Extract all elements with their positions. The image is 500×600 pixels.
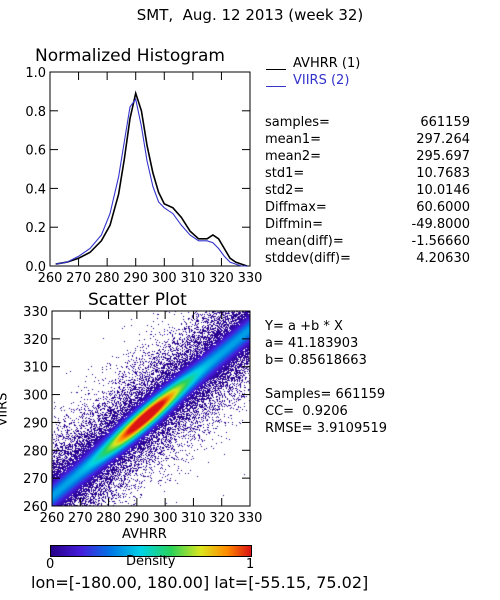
scatter-title: Scatter Plot bbox=[88, 290, 187, 310]
hist-y-tick-label: 0.0 bbox=[25, 260, 46, 275]
legend-viirs-label: VIIRS (2) bbox=[293, 73, 350, 88]
hist-x-tick-label: 260 bbox=[38, 271, 63, 286]
region-footer: lon=[-180.00, 180.00] lat=[-55.15, 75.02… bbox=[31, 573, 369, 592]
hist-y-tick-label: 1.0 bbox=[25, 66, 46, 81]
fit-text-line: Y= a +b * X bbox=[265, 319, 343, 334]
scatter-frame bbox=[51, 310, 251, 507]
scatter-x-tick-label: 310 bbox=[181, 511, 206, 526]
legend-avhrr-line bbox=[266, 69, 286, 70]
stat-label: mean2= bbox=[265, 149, 322, 164]
hist-y-tick-label: 0.4 bbox=[25, 182, 46, 197]
density-colorbar bbox=[50, 545, 252, 557]
scatter-y-tick-label: 310 bbox=[23, 361, 48, 376]
page-title: SMT, Aug. 12 2013 (week 32) bbox=[136, 6, 364, 24]
fit-text-line: CC= 0.9206 bbox=[265, 404, 348, 419]
stat-value: 10.7683 bbox=[416, 166, 470, 181]
scatter-x-tick-label: 290 bbox=[124, 511, 149, 526]
hist-x-tick-label: 330 bbox=[238, 271, 263, 286]
stat-label: std1= bbox=[265, 166, 305, 181]
series-line-viirs bbox=[55, 97, 248, 267]
scatter-x-tick-label: 320 bbox=[209, 511, 234, 526]
fit-text-line: RMSE= 3.9109519 bbox=[265, 421, 388, 436]
scatter-x-tick-label: 280 bbox=[96, 511, 121, 526]
stat-value: 297.264 bbox=[416, 132, 470, 147]
colorbar-title: Density bbox=[126, 554, 176, 569]
scatter-y-tick-label: 280 bbox=[23, 444, 48, 459]
stat-label: stddev(diff)= bbox=[265, 251, 351, 266]
hist-y-tick-label: 0.2 bbox=[25, 221, 46, 236]
fit-text-line: a= 41.183903 bbox=[265, 336, 359, 351]
hist-x-tick-label: 320 bbox=[209, 271, 234, 286]
scatter-y-tick-label: 300 bbox=[23, 389, 48, 404]
scatter-x-tick-label: 270 bbox=[68, 511, 93, 526]
scatter-y-tick-label: 320 bbox=[23, 333, 48, 348]
hist-y-tick-label: 0.8 bbox=[25, 105, 46, 120]
scatter-x-tick-label: 330 bbox=[238, 511, 263, 526]
scatter-x-tick-label: 260 bbox=[40, 511, 65, 526]
hist-x-tick-label: 280 bbox=[95, 271, 120, 286]
scatter-x-tick-label: 300 bbox=[153, 511, 178, 526]
stat-label: Diffmax= bbox=[265, 200, 327, 215]
legend-viirs-line bbox=[266, 86, 286, 87]
stat-value: -1.56660 bbox=[411, 234, 470, 249]
hist-y-tick-label: 0.6 bbox=[25, 144, 46, 159]
scatter-y-axis-label: VIIRS bbox=[0, 392, 11, 427]
scatter-y-tick-label: 270 bbox=[23, 472, 48, 487]
colorbar-min-label: 0 bbox=[46, 557, 55, 572]
scatter-density-plot bbox=[52, 311, 250, 506]
scatter-y-tick-label: 290 bbox=[23, 416, 48, 431]
scatter-y-tick-label: 260 bbox=[23, 500, 48, 515]
stat-label: Diffmin= bbox=[265, 217, 323, 232]
hist-x-tick-label: 270 bbox=[66, 271, 91, 286]
stat-label: std2= bbox=[265, 183, 305, 198]
histogram-frame bbox=[49, 71, 251, 267]
stat-label: mean1= bbox=[265, 132, 322, 147]
scatter-x-axis-label: AVHRR bbox=[122, 527, 167, 542]
colorbar-max-label: 1 bbox=[246, 557, 255, 572]
stat-value: 295.697 bbox=[416, 149, 470, 164]
hist-x-tick-label: 290 bbox=[123, 271, 148, 286]
stat-value: 60.6000 bbox=[416, 200, 470, 215]
legend-avhrr-label: AVHRR (1) bbox=[293, 56, 361, 71]
fit-text-line: b= 0.85618663 bbox=[265, 353, 367, 368]
stat-value: -49.8000 bbox=[411, 217, 470, 232]
scatter-y-tick-label: 330 bbox=[23, 305, 48, 320]
histogram-title: Normalized Histogram bbox=[35, 46, 225, 66]
stat-value: 661159 bbox=[420, 115, 470, 130]
stat-value: 4.20630 bbox=[416, 251, 470, 266]
fit-text-line: Samples= 661159 bbox=[265, 387, 386, 402]
stat-label: samples= bbox=[265, 115, 330, 130]
stat-value: 10.0146 bbox=[416, 183, 470, 198]
stat-label: mean(diff)= bbox=[265, 234, 344, 249]
hist-x-tick-label: 300 bbox=[152, 271, 177, 286]
hist-x-tick-label: 310 bbox=[180, 271, 205, 286]
series-line-avhrr bbox=[55, 90, 248, 267]
